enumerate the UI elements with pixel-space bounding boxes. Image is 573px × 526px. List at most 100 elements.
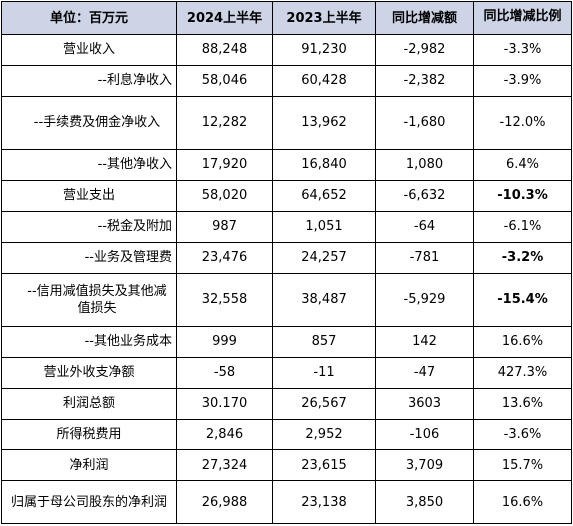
cell-yoy-change: -6,632 bbox=[375, 179, 474, 212]
row-label-text: --其他业务成本 bbox=[84, 334, 172, 350]
cell-2023h1: -11 bbox=[272, 356, 376, 389]
cell-2024h1: 12,282 bbox=[176, 95, 273, 151]
cell-yoy-change-text: 3,850 bbox=[405, 494, 444, 510]
cell-yoy-ratio: 16.6% bbox=[473, 325, 572, 358]
cell-yoy-change: -47 bbox=[375, 356, 474, 389]
table-row: --其他业务成本 999 857 142 16.6% bbox=[1, 325, 572, 358]
row-label: 营业外收支净额 bbox=[1, 356, 177, 389]
cell-2023h1-text: 91,230 bbox=[301, 42, 347, 58]
cell-2023h1-text: 857 bbox=[311, 334, 337, 350]
cell-2024h1: 17,920 bbox=[176, 149, 273, 181]
cell-2024h1: 2,846 bbox=[176, 418, 273, 451]
header-yoy-ratio-text: 同比增减比例 bbox=[483, 9, 562, 24]
cell-2024h1-text: 999 bbox=[212, 334, 237, 350]
row-label: --信用减值损失及其他减值损失 bbox=[1, 272, 177, 327]
row-label: 归属于母公司股东的净利润 bbox=[1, 480, 177, 524]
table-row: 营业支出 58,020 64,652 -6,632 -10.3% bbox=[1, 179, 572, 212]
cell-yoy-ratio-text: 15.7% bbox=[501, 457, 544, 473]
row-label-text: --利息净收入 bbox=[97, 73, 172, 89]
cell-2023h1-text: 1,051 bbox=[305, 219, 343, 235]
cell-2024h1: 32,558 bbox=[176, 272, 273, 327]
cell-yoy-ratio: -3.9% bbox=[473, 64, 572, 97]
cell-yoy-ratio: -3.3% bbox=[473, 34, 572, 66]
cell-yoy-change-text: -64 bbox=[413, 219, 436, 235]
cell-2024h1-text: 987 bbox=[212, 219, 237, 235]
row-label-text: --业务及管理费 bbox=[84, 250, 172, 266]
cell-2024h1-text: 12,282 bbox=[201, 115, 248, 131]
cell-yoy-change-text: 3,709 bbox=[405, 457, 444, 473]
table-row: --其他净收入 17,920 16,840 1,080 6.4% bbox=[1, 149, 572, 181]
cell-2023h1: 91,230 bbox=[272, 34, 376, 66]
cell-2023h1-text: -11 bbox=[313, 365, 335, 381]
cell-2024h1-text: 32,558 bbox=[201, 292, 248, 308]
row-label: 净利润 bbox=[1, 449, 177, 482]
table-row: --信用减值损失及其他减值损失 32,558 38,487 -5,929 -15.4% bbox=[1, 272, 572, 327]
cell-2023h1-text: 26,567 bbox=[301, 396, 347, 412]
table-row: 净利润 27,324 23,615 3,709 15.7% bbox=[1, 449, 572, 482]
header-unit: 单位：百万元 bbox=[1, 1, 177, 35]
row-label-text: 营业支出 bbox=[62, 188, 115, 204]
cell-2023h1: 16,840 bbox=[272, 149, 376, 181]
cell-yoy-change: 142 bbox=[375, 325, 474, 358]
cell-2024h1: 23,476 bbox=[176, 241, 273, 274]
cell-2023h1: 13,962 bbox=[272, 95, 376, 151]
cell-yoy-ratio: 427.3% bbox=[473, 356, 572, 389]
row-label: --业务及管理费 bbox=[1, 241, 177, 274]
table-row: --利息净收入 58,046 60,428 -2,382 -3.9% bbox=[1, 64, 572, 97]
cell-2024h1: 26,988 bbox=[176, 480, 273, 524]
cell-yoy-change: 3,709 bbox=[375, 449, 474, 482]
row-label-text: 所得税费用 bbox=[56, 426, 122, 442]
cell-2023h1: 26,567 bbox=[272, 387, 376, 420]
header-row: 单位：百万元 2024上半年 2023上半年 同比增减额 同比增减比例 bbox=[1, 1, 572, 35]
cell-yoy-change: -781 bbox=[375, 241, 474, 274]
header-yoy-change: 同比增减额 bbox=[375, 1, 474, 35]
cell-2024h1: 30.170 bbox=[176, 387, 273, 420]
cell-yoy-ratio-text: -6.1% bbox=[503, 219, 542, 235]
cell-2024h1-text: 88,248 bbox=[201, 42, 248, 58]
cell-yoy-ratio: -3.6% bbox=[473, 418, 572, 451]
cell-2024h1-text: 23,476 bbox=[201, 250, 248, 266]
cell-yoy-ratio: -10.3% bbox=[473, 179, 572, 212]
cell-2024h1-text: 58,046 bbox=[201, 73, 248, 89]
row-label-text: 利润总额 bbox=[62, 396, 115, 412]
cell-2023h1: 1,051 bbox=[272, 210, 376, 243]
header-2023h1: 2023上半年 bbox=[272, 1, 376, 35]
table-row: --业务及管理费 23,476 24,257 -781 -3.2% bbox=[1, 241, 572, 274]
cell-yoy-change-text: -2,982 bbox=[403, 42, 446, 58]
row-label-text: 归属于母公司股东的净利润 bbox=[10, 494, 167, 510]
cell-yoy-change: -106 bbox=[375, 418, 474, 451]
row-label-text: --税金及附加 bbox=[97, 219, 172, 235]
cell-2024h1: 987 bbox=[176, 210, 273, 243]
cell-yoy-change: -1,680 bbox=[375, 95, 474, 151]
cell-yoy-change-text: -106 bbox=[409, 426, 440, 442]
cell-2023h1: 24,257 bbox=[272, 241, 376, 274]
cell-yoy-ratio-text: -3.9% bbox=[503, 73, 542, 89]
table-row: 营业外收支净额 -58 -11 -47 427.3% bbox=[1, 356, 572, 389]
cell-yoy-ratio-text: 427.3% bbox=[497, 365, 548, 381]
cell-2023h1-text: 23,615 bbox=[301, 457, 347, 473]
cell-yoy-ratio: 16.6% bbox=[473, 480, 572, 524]
cell-yoy-change-text: 142 bbox=[412, 334, 437, 350]
row-label: --手续费及佣金净收入 bbox=[1, 95, 177, 151]
row-label: --其他业务成本 bbox=[1, 325, 177, 358]
cell-2023h1: 64,652 bbox=[272, 179, 376, 212]
header-yoy-ratio: 同比增减比例 bbox=[473, 1, 572, 35]
row-label: --其他净收入 bbox=[1, 149, 177, 181]
cell-yoy-change-text: 1,080 bbox=[405, 157, 444, 173]
cell-yoy-ratio: 6.4% bbox=[473, 149, 572, 181]
cell-2023h1-text: 23,138 bbox=[301, 494, 347, 510]
cell-2024h1: 27,324 bbox=[176, 449, 273, 482]
table-row: 利润总额 30.170 26,567 3603 13.6% bbox=[1, 387, 572, 420]
cell-2024h1: 999 bbox=[176, 325, 273, 358]
row-label: 营业支出 bbox=[1, 179, 177, 212]
row-label: --利息净收入 bbox=[1, 64, 177, 97]
cell-2023h1: 38,487 bbox=[272, 272, 376, 327]
cell-yoy-ratio-text: -15.4% bbox=[497, 292, 548, 308]
cell-yoy-ratio: -3.2% bbox=[473, 241, 572, 274]
cell-2024h1-text: 2,846 bbox=[205, 426, 244, 442]
cell-yoy-ratio: -6.1% bbox=[473, 210, 572, 243]
cell-yoy-ratio: 15.7% bbox=[473, 449, 572, 482]
row-label-text: 营业收入 bbox=[62, 42, 115, 58]
cell-2024h1-text: -58 bbox=[213, 365, 236, 381]
